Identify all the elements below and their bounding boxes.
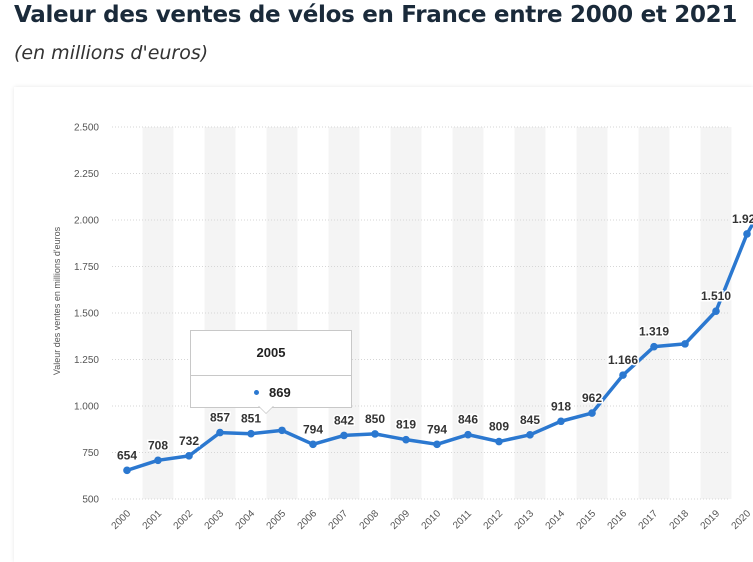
x-tick-label: 2015 <box>575 508 599 532</box>
data-label: 708 <box>148 438 168 452</box>
x-tick-label: 2016 <box>606 508 630 532</box>
data-label: 918 <box>551 399 571 413</box>
data-point <box>123 466 131 475</box>
data-label: 809 <box>489 420 509 434</box>
data-point <box>650 342 658 351</box>
x-tick-label: 2019 <box>699 508 723 532</box>
data-point <box>588 409 596 417</box>
data-label: 1.319 <box>639 325 669 339</box>
data-label: 819 <box>396 418 416 432</box>
data-point <box>619 371 627 379</box>
chart-subtitle: (en millions d'euros) <box>14 42 209 64</box>
x-tick-label: 2001 <box>141 508 165 532</box>
data-point <box>371 430 379 438</box>
chart-title: Valeur des ventes de vélos en France ent… <box>14 2 738 28</box>
tooltip-value: 869 <box>269 385 291 400</box>
data-point <box>433 440 441 449</box>
data-point <box>464 430 472 439</box>
series-line <box>125 219 753 473</box>
data-point <box>340 431 348 440</box>
y-tick-label: 1.250 <box>74 355 99 366</box>
x-tick-label: 2010 <box>420 508 444 532</box>
y-tick-label: 1.750 <box>74 262 99 273</box>
x-tick-label: 2004 <box>234 508 258 532</box>
data-label: 1.166 <box>608 353 638 367</box>
data-point <box>557 417 565 426</box>
x-tick-label: 2017 <box>637 508 661 532</box>
tooltip-body: 869 <box>191 376 351 409</box>
x-tick-label: 2011 <box>451 508 474 531</box>
x-tick-label: 2014 <box>544 508 568 532</box>
data-label: 1.925 <box>732 212 753 226</box>
data-label: 732 <box>179 434 199 448</box>
chart-panel <box>14 87 753 562</box>
data-label: 851 <box>241 412 261 426</box>
x-tick-label: 2008 <box>358 508 382 532</box>
tooltip: 2005 869 <box>190 330 352 408</box>
data-point <box>185 452 193 460</box>
data-label: 846 <box>458 413 478 427</box>
x-tick-label: 2007 <box>327 508 351 532</box>
data-point <box>526 431 534 439</box>
y-tick-label: 2.250 <box>74 169 99 180</box>
y-tick-label: 1.500 <box>74 309 99 320</box>
tooltip-category: 2005 <box>191 331 351 376</box>
x-tick-label: 2003 <box>203 508 227 532</box>
data-point <box>247 429 255 438</box>
x-tick-label: 2012 <box>482 508 506 532</box>
tooltip-series-dot <box>254 390 259 395</box>
data-label: 1.510 <box>701 289 731 303</box>
y-tick-label: 2.000 <box>74 216 99 227</box>
data-point <box>154 456 162 465</box>
y-tick-label: 750 <box>82 448 99 459</box>
x-tick-label: 2009 <box>389 508 413 532</box>
data-label: 845 <box>520 413 540 427</box>
data-label: 962 <box>582 391 602 405</box>
data-point <box>278 426 286 435</box>
x-tick-label: 2013 <box>513 508 537 532</box>
data-point <box>681 340 689 348</box>
y-tick-label: 2.500 <box>74 123 99 134</box>
y-tick-label: 500 <box>82 495 99 506</box>
data-point <box>743 230 751 238</box>
x-tick-label: 2020 <box>730 508 753 532</box>
data-label: 850 <box>365 412 385 426</box>
data-label: 654 <box>117 448 137 462</box>
data-point <box>402 435 410 444</box>
x-tick-label: 2006 <box>296 508 320 532</box>
data-point <box>495 437 503 446</box>
x-tick-label: 2005 <box>265 508 289 532</box>
data-label: 794 <box>427 422 447 436</box>
x-tick-label: 2000 <box>110 508 134 532</box>
x-tick-label: 2018 <box>668 508 692 532</box>
tooltip-pointer-fill <box>259 406 273 413</box>
y-axis-title: Valeur des ventes en millions d'euros <box>52 226 62 375</box>
data-label: 794 <box>303 422 323 436</box>
y-tick-label: 1.000 <box>74 402 99 413</box>
x-tick-label: 2002 <box>172 508 196 532</box>
data-point <box>712 307 720 315</box>
data-point <box>309 440 317 449</box>
data-label: 842 <box>334 413 354 427</box>
data-label: 857 <box>210 411 230 425</box>
data-point <box>216 428 224 437</box>
